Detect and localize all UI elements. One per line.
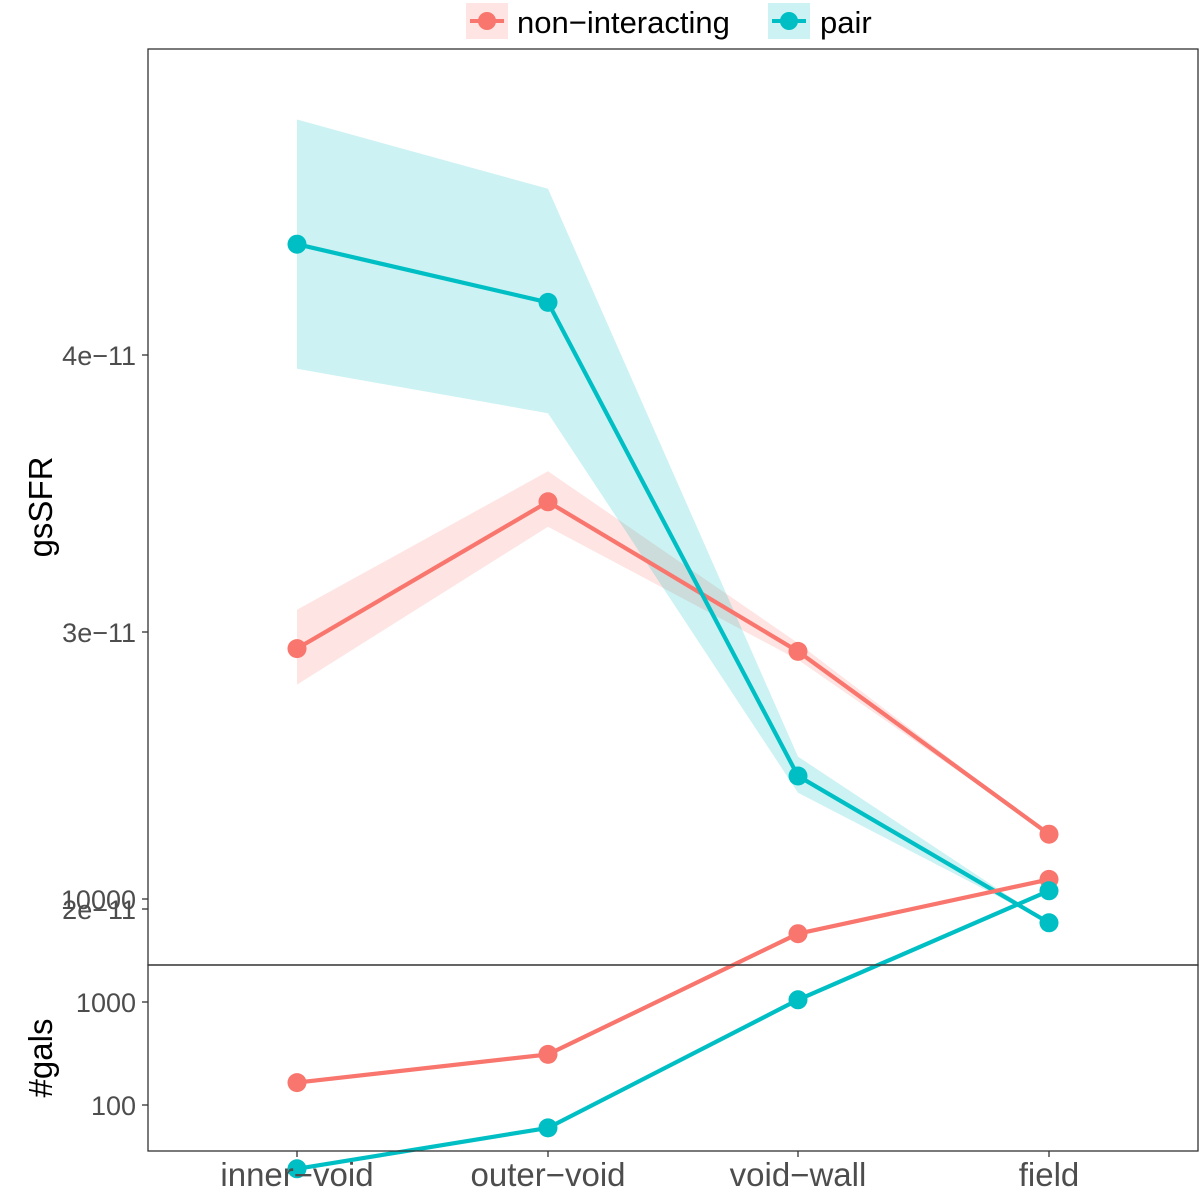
ngals-panel-border xyxy=(147,964,1199,1152)
ngals-point-non-interacting-inner-void xyxy=(287,1073,307,1093)
point-non-interacting-inner-void xyxy=(287,639,307,659)
ngals-ytick-label: 100 xyxy=(91,1091,136,1121)
gssfr-axis-title: gsSFR xyxy=(22,457,59,558)
line-pair xyxy=(296,242,1051,925)
xtick-label-inner-void: inner−void xyxy=(220,1156,373,1189)
ngals-panel: 100 1000 10000 #gals xyxy=(22,869,1199,1179)
xtick-label-field: field xyxy=(1019,1156,1080,1189)
ngals-point-pair-outer-void xyxy=(538,1118,558,1138)
gssfr-panel: 2e−11 3e−11 4e−11 gsSFR xyxy=(22,48,1199,966)
ngals-point-pair-void-wall xyxy=(788,990,808,1010)
x-axis: inner−void outer−void void−wall field xyxy=(220,1151,1079,1189)
ngals-line-non-interacting xyxy=(296,877,1050,1085)
ngals-ytick-label: 1000 xyxy=(76,988,136,1018)
ngals-point-pair-inner-void xyxy=(287,1159,307,1179)
legend-label-non-interacting: non−interacting xyxy=(517,5,730,40)
gssfr-ytick-label: 4e−11 xyxy=(62,341,136,371)
xtick-label-void-wall: void−wall xyxy=(730,1156,867,1189)
xtick-label-outer-void: outer−void xyxy=(470,1156,625,1189)
point-pair-inner-void xyxy=(287,234,307,254)
ngals-point-non-interacting-outer-void xyxy=(538,1044,558,1064)
legend-label-pair: pair xyxy=(820,5,872,40)
point-non-interacting-outer-void xyxy=(538,492,558,512)
point-non-interacting-void-wall xyxy=(788,641,808,661)
ribbon-non-interacting xyxy=(297,471,1049,835)
point-non-interacting-field xyxy=(1039,824,1059,844)
legend: non−interacting pair xyxy=(466,3,872,40)
legend-swatch-non-interacting-point xyxy=(478,12,496,30)
ngals-axis-title: #gals xyxy=(22,1019,59,1098)
ngals-point-non-interacting-void-wall xyxy=(788,924,808,944)
ngals-line-pair xyxy=(296,888,1050,1171)
ngals-ytick-label: 10000 xyxy=(61,885,136,915)
legend-swatch-pair-point xyxy=(780,12,798,30)
point-pair-field xyxy=(1039,913,1059,933)
gssfr-ytick-label: 2e−11 xyxy=(62,895,136,925)
ngals-point-pair-field xyxy=(1039,881,1059,901)
gssfr-ytick-label: 3e−11 xyxy=(62,618,136,648)
line-non-interacting xyxy=(295,499,1051,836)
point-pair-void-wall xyxy=(788,766,808,786)
ribbon-pair xyxy=(297,119,1049,923)
point-pair-outer-void xyxy=(538,292,558,312)
